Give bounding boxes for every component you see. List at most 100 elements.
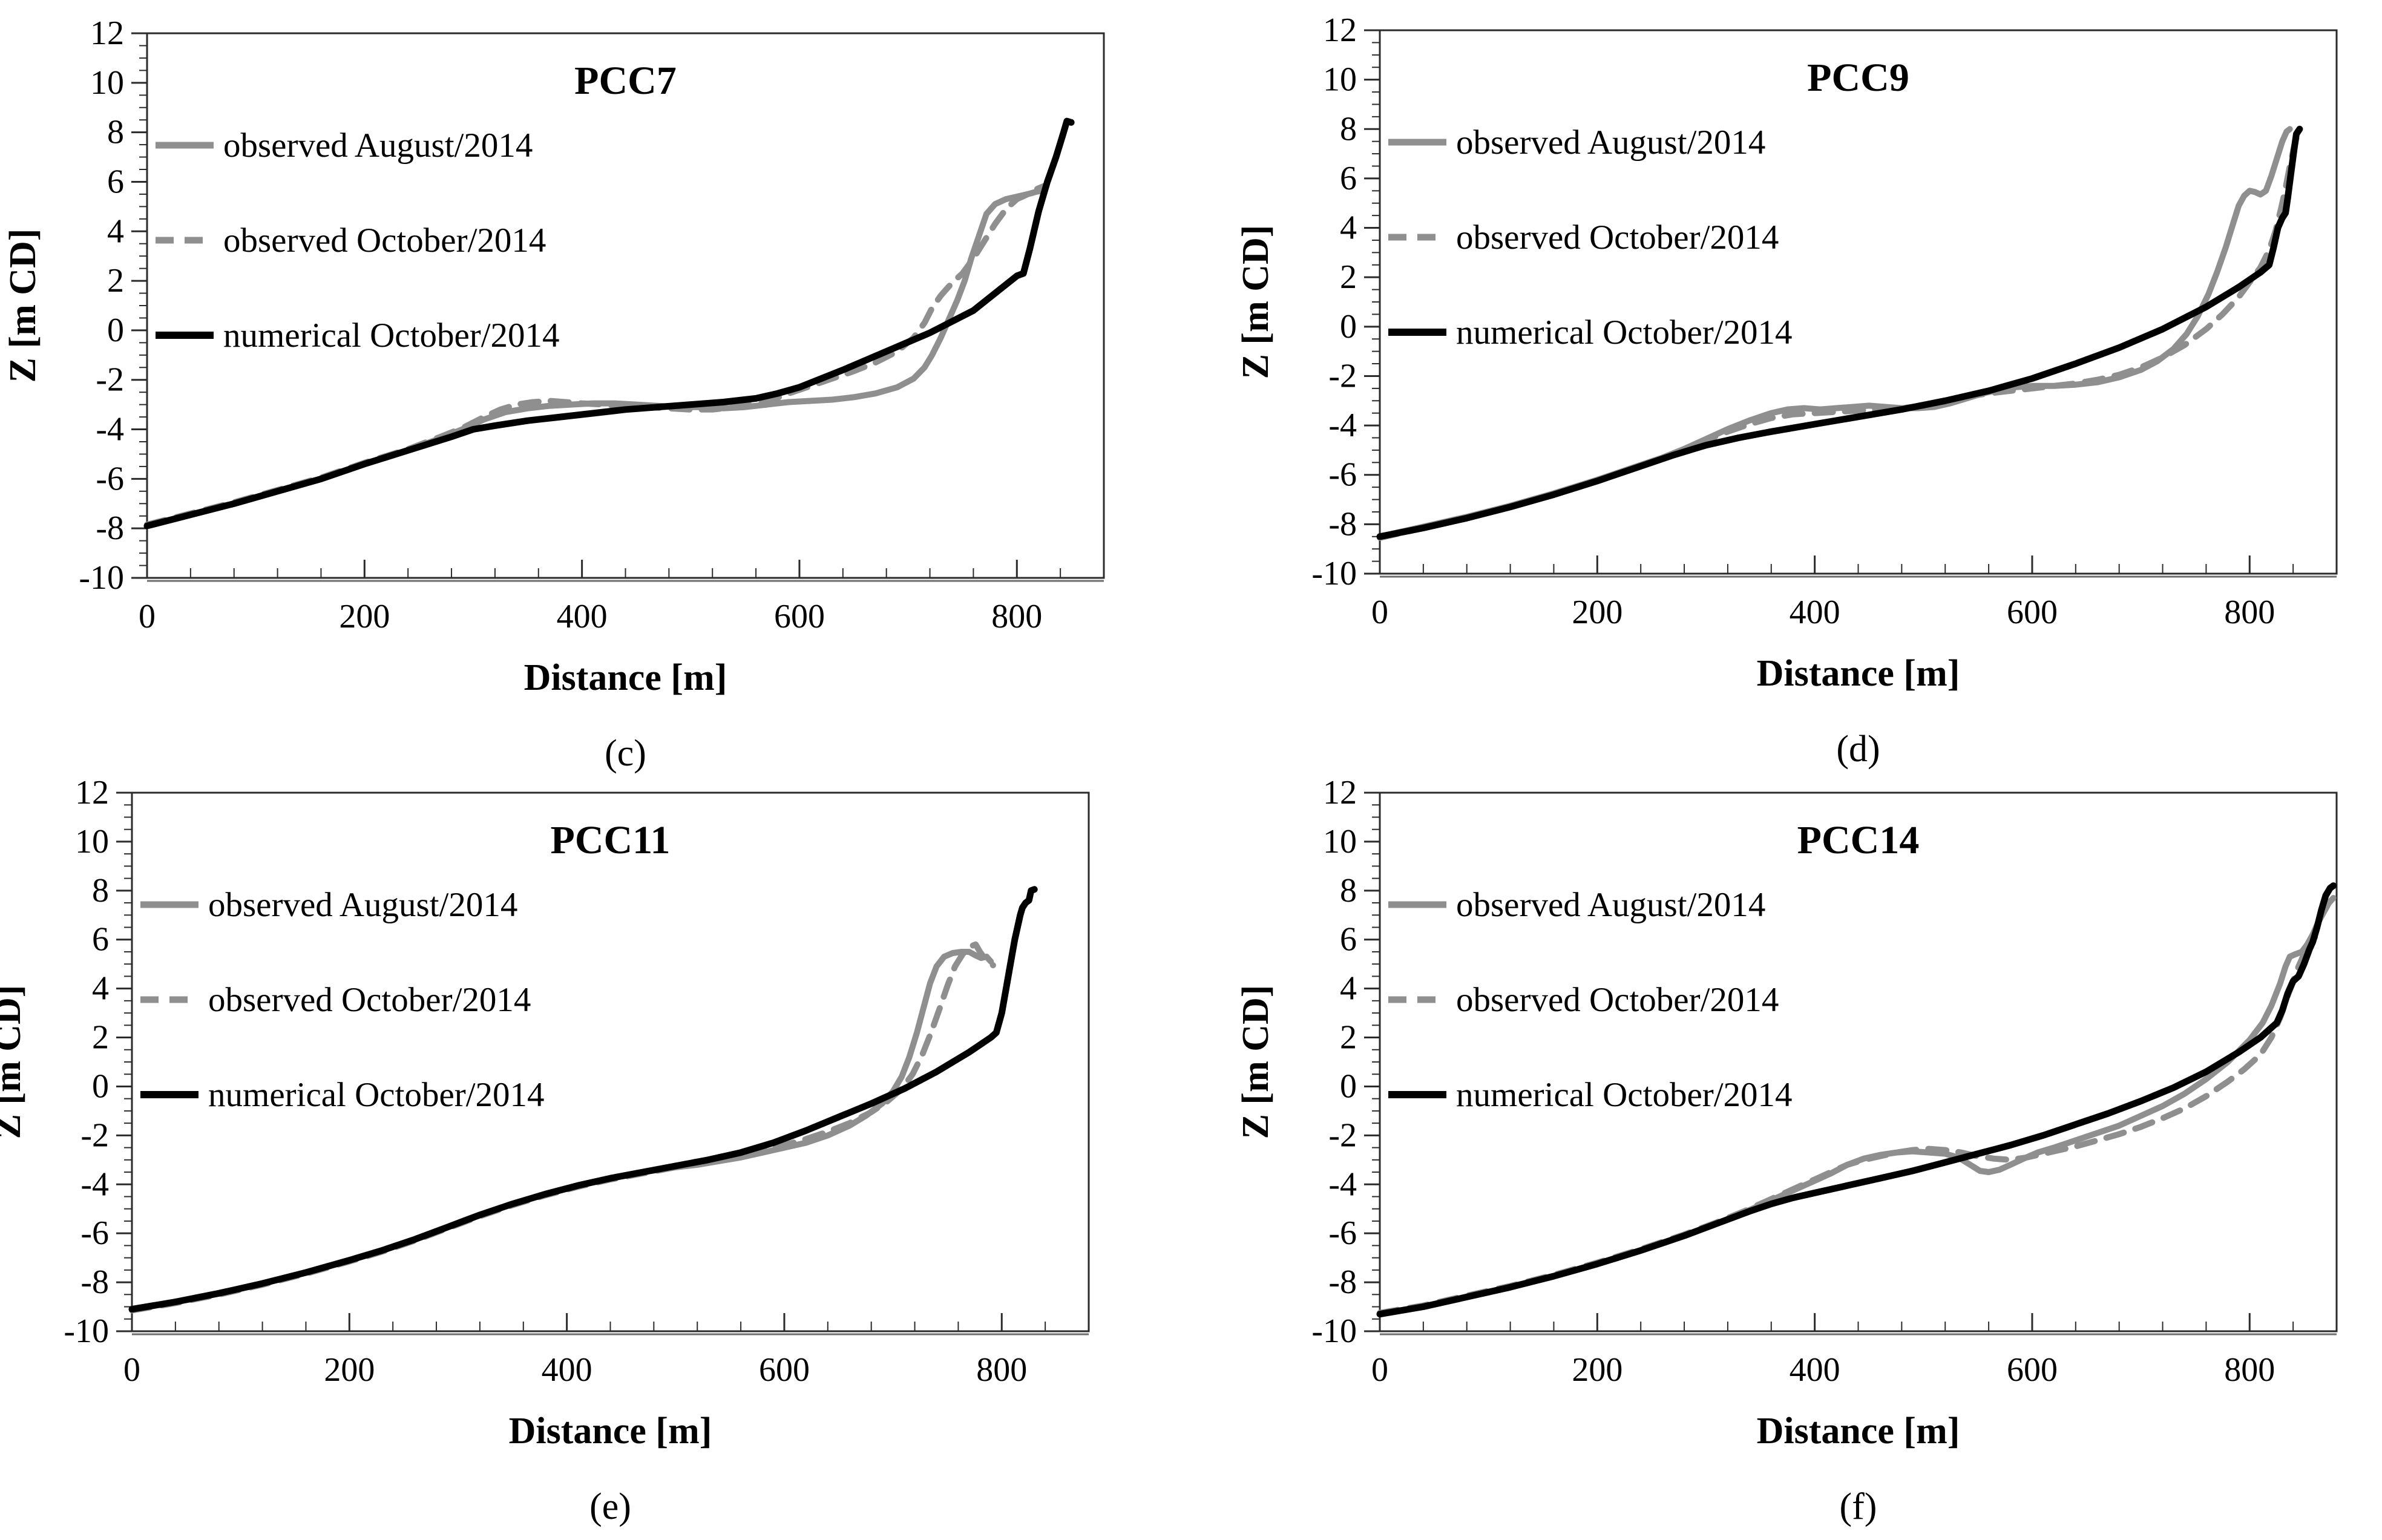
x-tick-label: 200 xyxy=(1572,594,1622,631)
x-tick-label: 400 xyxy=(542,1351,592,1389)
y-tick-label: 0 xyxy=(107,312,124,349)
x-axis-label: Distance [m] xyxy=(1757,1411,1960,1452)
legend-label: observed August/2014 xyxy=(1456,886,1765,924)
x-tick-label: 200 xyxy=(339,598,390,635)
y-tick-label: -8 xyxy=(1328,505,1357,543)
x-tick-label: 600 xyxy=(2007,1351,2058,1389)
y-tick-label: 8 xyxy=(1340,872,1357,909)
x-axis-label: Distance [m] xyxy=(524,657,727,698)
series-numerical-october xyxy=(1376,125,2303,540)
legend-label: numerical October/2014 xyxy=(1456,313,1793,352)
legend-label: numerical October/2014 xyxy=(1456,1076,1793,1114)
legend-label: observed October/2014 xyxy=(208,981,531,1019)
panel-caption: (d) xyxy=(1836,729,1880,770)
y-tick-label: -2 xyxy=(1328,357,1357,395)
x-tick-label: 400 xyxy=(557,598,608,635)
x-tick-label: 600 xyxy=(774,598,825,635)
legend-label: observed August/2014 xyxy=(223,126,533,165)
y-tick-label: 6 xyxy=(92,921,109,958)
y-tick-label: -2 xyxy=(96,361,124,399)
y-tick-label: 6 xyxy=(1340,160,1357,197)
y-tick-label: 10 xyxy=(1323,823,1357,860)
legend-label: observed August/2014 xyxy=(208,886,517,924)
y-tick-label: 2 xyxy=(1340,1019,1357,1057)
y-tick-label: -4 xyxy=(1328,407,1357,444)
y-tick-label: 4 xyxy=(107,212,124,250)
y-tick-label: 12 xyxy=(90,15,124,52)
x-tick-label: 800 xyxy=(991,598,1042,635)
series-numerical-october xyxy=(143,117,1075,529)
series-numerical-october xyxy=(128,886,1038,1313)
y-tick-label: 6 xyxy=(1340,921,1357,958)
y-axis-label: Z [m CD] xyxy=(0,985,28,1139)
y-tick-label: -4 xyxy=(96,411,124,448)
panel-title: PCC9 xyxy=(1807,56,1909,100)
y-tick-label: 8 xyxy=(1340,110,1357,148)
series-numerical-october xyxy=(1376,882,2337,1318)
x-tick-label: 600 xyxy=(2007,594,2058,631)
x-tick-label: 800 xyxy=(976,1351,1027,1389)
legend-label: observed October/2014 xyxy=(1456,218,1779,257)
panel-caption: (f) xyxy=(1840,1486,1877,1527)
y-tick-label: 10 xyxy=(75,823,109,860)
legend-label: observed October/2014 xyxy=(223,221,546,260)
series-observed-october xyxy=(129,941,996,1314)
y-tick-label: -10 xyxy=(64,1312,109,1350)
x-tick-label: 800 xyxy=(2224,1351,2275,1389)
plot-frame xyxy=(146,32,1105,579)
y-axis-label: Z [m CD] xyxy=(1235,225,1276,379)
y-tick-label: -2 xyxy=(80,1116,109,1154)
y-tick-label: -4 xyxy=(80,1165,109,1203)
x-tick-label: 800 xyxy=(2224,594,2275,631)
legend-label: numerical October/2014 xyxy=(208,1076,545,1114)
x-tick-label: 0 xyxy=(123,1351,140,1389)
panel-title: PCC11 xyxy=(551,818,671,862)
y-tick-label: 0 xyxy=(1340,308,1357,346)
y-tick-label: -8 xyxy=(80,1263,109,1301)
legend-label: numerical October/2014 xyxy=(223,316,560,355)
legend-label: observed October/2014 xyxy=(1456,981,1779,1019)
plot-frame xyxy=(1379,29,2338,575)
y-tick-label: -10 xyxy=(1311,1312,1357,1350)
panel-title: PCC7 xyxy=(574,59,677,103)
y-tick-label: -6 xyxy=(96,460,124,497)
y-tick-label: -4 xyxy=(1328,1165,1357,1203)
y-tick-label: 8 xyxy=(92,872,109,909)
y-tick-label: 12 xyxy=(75,774,109,811)
panel-caption: (c) xyxy=(605,733,646,774)
panel-caption: (e) xyxy=(589,1486,631,1527)
y-tick-label: 6 xyxy=(107,163,124,200)
x-tick-label: 200 xyxy=(1572,1351,1622,1389)
y-tick-label: -6 xyxy=(1328,456,1357,494)
x-tick-label: 0 xyxy=(1371,594,1388,631)
y-tick-label: 0 xyxy=(92,1067,109,1105)
y-tick-label: 10 xyxy=(1323,61,1357,99)
y-axis-label: Z [m CD] xyxy=(1235,985,1276,1139)
y-tick-label: -10 xyxy=(79,559,124,597)
y-tick-label: -6 xyxy=(1328,1214,1357,1252)
x-axis-label: Distance [m] xyxy=(509,1411,712,1452)
y-tick-label: -6 xyxy=(80,1214,109,1252)
x-tick-label: 400 xyxy=(1790,594,1840,631)
y-tick-label: 12 xyxy=(1323,11,1357,49)
y-tick-label: 2 xyxy=(107,262,124,300)
plot-frame xyxy=(131,791,1090,1332)
x-tick-label: 200 xyxy=(324,1351,375,1389)
legend-label: observed August/2014 xyxy=(1456,123,1765,162)
y-tick-label: -2 xyxy=(1328,1116,1357,1154)
y-tick-label: 4 xyxy=(92,970,109,1008)
series-observed-october xyxy=(144,182,1048,528)
y-tick-label: -8 xyxy=(1328,1263,1357,1301)
x-tick-label: 400 xyxy=(1790,1351,1840,1389)
panel-title: PCC14 xyxy=(1797,818,1920,862)
x-tick-label: 600 xyxy=(759,1351,810,1389)
y-tick-label: 8 xyxy=(107,114,124,151)
y-tick-label: 10 xyxy=(90,64,124,102)
y-tick-label: 4 xyxy=(1340,209,1357,247)
y-tick-label: 12 xyxy=(1323,774,1357,811)
y-tick-label: 2 xyxy=(1340,258,1357,296)
y-tick-label: -8 xyxy=(96,510,124,547)
x-axis-label: Distance [m] xyxy=(1757,653,1960,694)
